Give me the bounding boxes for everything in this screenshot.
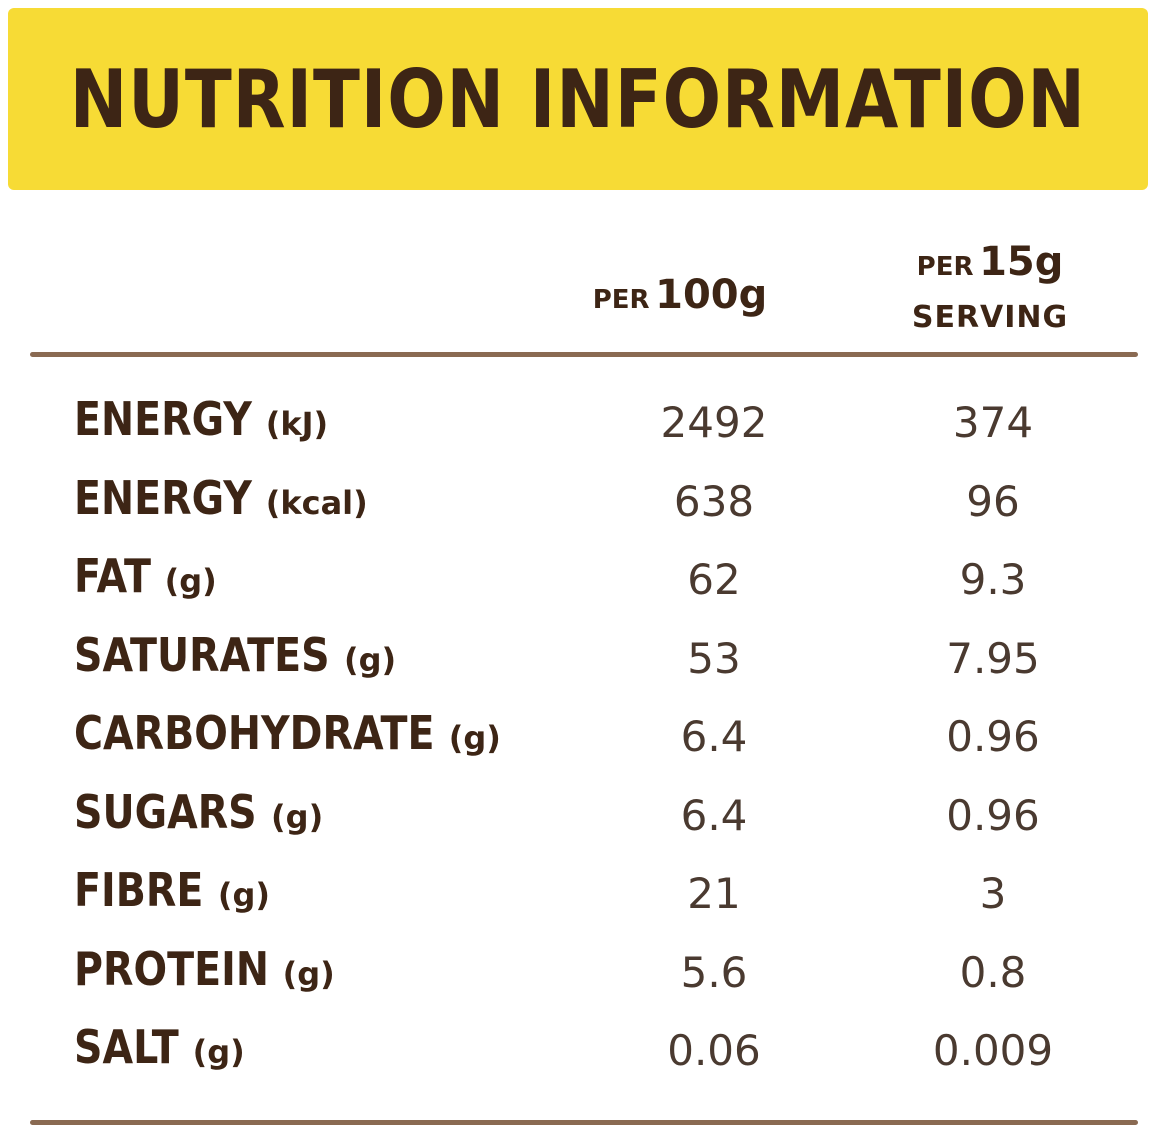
nutrient-label: SATURATES (g) [74, 628, 396, 682]
table-row: SALT (g) 0.06 0.009 [0, 1012, 1158, 1091]
value-per-serving: 0.8 [959, 947, 1027, 997]
nutrient-name: CARBOHYDRATE [74, 706, 435, 760]
table-row: SUGARS (g) 6.4 0.96 [0, 777, 1158, 856]
nutrient-unit: (kcal) [265, 483, 368, 522]
value-per-serving: 3 [979, 869, 1007, 918]
nutrient-unit: (g) [282, 954, 335, 993]
value-per-100g: 0.06 [667, 1026, 761, 1075]
page-title: NUTRITION INFORMATION [69, 52, 1087, 146]
value-per-100g: 21 [687, 869, 741, 918]
footer-divider [30, 1120, 1138, 1125]
column-header-suffix: SERVING [911, 300, 1069, 335]
title-banner: NUTRITION INFORMATION [8, 8, 1148, 190]
nutrition-table: ENERGY (kJ) 2492 374 ENERGY (kcal) 638 96 … [0, 384, 1158, 1091]
value-per-serving: 96 [966, 476, 1020, 526]
value-per-100g: 638 [673, 476, 755, 526]
nutrient-name: FAT [74, 549, 152, 603]
value-per-serving: 0.96 [946, 790, 1040, 840]
nutrient-unit: (g) [343, 640, 397, 679]
nutrient-name: SATURATES [74, 627, 330, 682]
nutrient-name: FIBRE [74, 863, 204, 917]
nutrient-label: ENERGY (kcal) [74, 471, 368, 525]
table-row: ENERGY (kJ) 2492 374 [0, 384, 1158, 463]
column-header-amount: 100g [655, 272, 768, 318]
column-header-prefix: PER [592, 285, 650, 315]
nutrient-name: SALT [74, 1020, 179, 1074]
nutrient-name: SUGARS [74, 784, 257, 839]
nutrient-label: SALT (g) [74, 1020, 245, 1074]
column-header-per-serving: PER 15g SERVING [850, 238, 1130, 342]
nutrient-unit: (g) [164, 562, 217, 600]
nutrient-unit: (kJ) [265, 405, 329, 443]
table-row: FAT (g) 62 9.3 [0, 541, 1158, 620]
nutrient-unit: (g) [271, 797, 324, 836]
nutrient-label: PROTEIN (g) [74, 942, 335, 996]
column-header-amount: 15g [979, 239, 1064, 285]
value-per-100g: 53 [687, 633, 741, 683]
nutrient-name: ENERGY [74, 392, 252, 446]
value-per-serving: 9.3 [959, 555, 1027, 604]
value-per-100g: 6.4 [680, 712, 748, 761]
nutrient-unit: (g) [217, 876, 270, 914]
nutrient-unit: (g) [192, 1033, 245, 1071]
table-row: PROTEIN (g) 5.6 0.8 [0, 934, 1158, 1013]
table-row: ENERGY (kcal) 638 96 [0, 463, 1158, 542]
value-per-100g: 62 [687, 555, 741, 604]
value-per-serving: 0.96 [946, 712, 1040, 761]
header-divider [30, 352, 1138, 357]
nutrient-name: ENERGY [74, 470, 252, 525]
nutrient-label: CARBOHYDRATE (g) [74, 706, 501, 760]
nutrient-name: PROTEIN [74, 941, 269, 996]
nutrient-label: SUGARS (g) [74, 785, 323, 839]
value-per-serving: 7.95 [946, 633, 1040, 683]
value-per-serving: 374 [952, 398, 1034, 447]
nutrient-label: FIBRE (g) [74, 863, 270, 917]
value-per-100g: 5.6 [680, 947, 748, 997]
value-per-serving: 0.009 [932, 1026, 1054, 1075]
column-header-prefix: PER [916, 252, 974, 282]
nutrient-unit: (g) [448, 719, 501, 757]
table-row: FIBRE (g) 21 3 [0, 855, 1158, 934]
value-per-100g: 2492 [660, 398, 768, 447]
nutrient-label: ENERGY (kJ) [74, 392, 328, 446]
value-per-100g: 6.4 [680, 790, 748, 840]
column-header-per-100g: PER 100g [540, 272, 820, 318]
table-row: SATURATES (g) 53 7.95 [0, 620, 1158, 699]
nutrient-label: FAT (g) [74, 549, 217, 603]
table-row: CARBOHYDRATE (g) 6.4 0.96 [0, 698, 1158, 777]
